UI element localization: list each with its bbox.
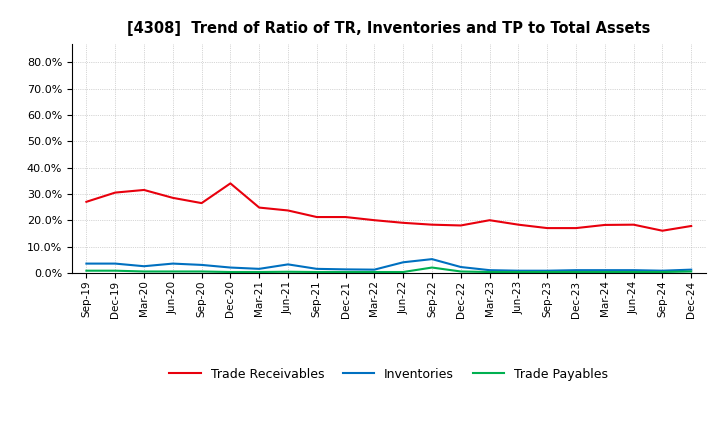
Trade Receivables <box>687 224 696 229</box>
Trade Receivables <box>226 181 235 186</box>
Line: Trade Receivables: Trade Receivables <box>86 183 691 231</box>
Inventories <box>140 264 148 269</box>
Trade Receivables <box>428 222 436 227</box>
Trade Receivables <box>399 220 408 225</box>
Trade Payables <box>543 269 552 275</box>
Inventories <box>168 261 177 266</box>
Trade Payables <box>485 269 494 275</box>
Trade Receivables <box>197 201 206 206</box>
Trade Payables <box>658 269 667 275</box>
Inventories <box>687 267 696 272</box>
Trade Payables <box>82 268 91 273</box>
Legend: Trade Receivables, Inventories, Trade Payables: Trade Receivables, Inventories, Trade Pa… <box>164 363 613 385</box>
Inventories <box>456 264 465 270</box>
Trade Payables <box>226 269 235 275</box>
Trade Payables <box>428 265 436 270</box>
Trade Receivables <box>341 214 350 220</box>
Trade Payables <box>370 269 379 275</box>
Inventories <box>255 266 264 271</box>
Inventories <box>658 268 667 273</box>
Inventories <box>284 262 292 267</box>
Inventories <box>514 268 523 273</box>
Trade Payables <box>456 269 465 274</box>
Trade Payables <box>284 269 292 275</box>
Trade Payables <box>514 269 523 275</box>
Line: Inventories: Inventories <box>86 259 691 271</box>
Trade Payables <box>600 269 609 275</box>
Inventories <box>341 267 350 272</box>
Inventories <box>629 268 638 273</box>
Trade Receivables <box>111 190 120 195</box>
Trade Receivables <box>543 225 552 231</box>
Inventories <box>543 268 552 273</box>
Trade Receivables <box>82 199 91 205</box>
Inventories <box>399 260 408 265</box>
Inventories <box>485 268 494 273</box>
Trade Receivables <box>168 195 177 201</box>
Trade Receivables <box>312 214 321 220</box>
Trade Payables <box>687 269 696 274</box>
Inventories <box>312 266 321 271</box>
Trade Payables <box>572 269 580 275</box>
Trade Receivables <box>255 205 264 210</box>
Inventories <box>197 262 206 268</box>
Inventories <box>226 265 235 270</box>
Trade Payables <box>255 269 264 275</box>
Trade Receivables <box>572 225 580 231</box>
Trade Receivables <box>629 222 638 227</box>
Trade Receivables <box>456 223 465 228</box>
Trade Receivables <box>370 217 379 223</box>
Trade Payables <box>111 268 120 273</box>
Trade Payables <box>312 269 321 275</box>
Inventories <box>370 267 379 272</box>
Inventories <box>600 268 609 273</box>
Trade Payables <box>168 269 177 274</box>
Inventories <box>428 257 436 262</box>
Trade Receivables <box>284 208 292 213</box>
Inventories <box>82 261 91 266</box>
Trade Payables <box>629 269 638 275</box>
Inventories <box>111 261 120 266</box>
Trade Receivables <box>600 222 609 227</box>
Trade Payables <box>399 269 408 275</box>
Trade Payables <box>140 269 148 274</box>
Trade Receivables <box>514 222 523 227</box>
Trade Payables <box>341 269 350 275</box>
Trade Receivables <box>658 228 667 233</box>
Line: Trade Payables: Trade Payables <box>86 268 691 272</box>
Inventories <box>572 268 580 273</box>
Trade Receivables <box>140 187 148 193</box>
Trade Receivables <box>485 217 494 223</box>
Trade Payables <box>197 269 206 274</box>
Title: [4308]  Trend of Ratio of TR, Inventories and TP to Total Assets: [4308] Trend of Ratio of TR, Inventories… <box>127 21 650 36</box>
